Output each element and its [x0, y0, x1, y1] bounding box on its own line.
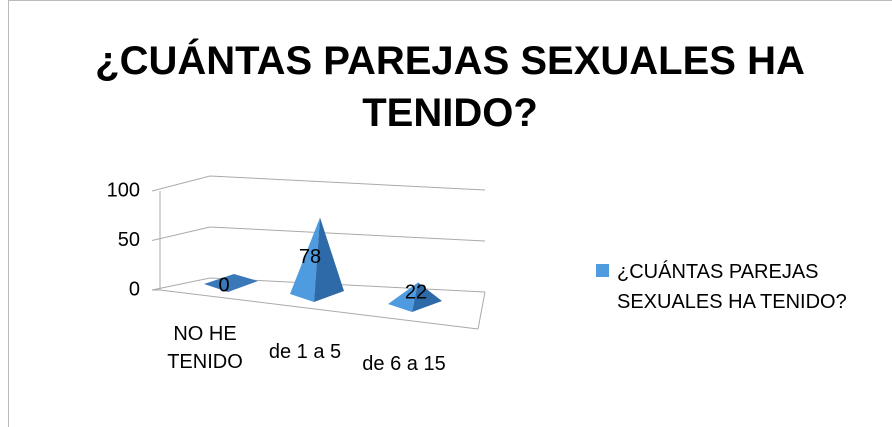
- floor-edge: [159, 289, 479, 330]
- grid-line: [151, 277, 486, 293]
- pyramid-face: [204, 274, 258, 292]
- y-tick-label: 0: [129, 278, 140, 300]
- y-tick-label: 100: [107, 179, 140, 201]
- pyramid: [388, 282, 442, 312]
- x-tick-label: NO HE TENIDO: [167, 323, 243, 373]
- pyramid-face: [290, 217, 320, 302]
- data-label: 0: [218, 274, 229, 296]
- pyramid-face: [314, 217, 344, 302]
- floor-edge: [477, 291, 486, 330]
- x-tick-label: de 1 a 5: [268, 341, 342, 363]
- data-label: 22: [405, 282, 427, 304]
- x-tick-label: de 6 a 15: [362, 353, 446, 375]
- grid-line: [151, 175, 486, 192]
- chart-title: ¿CUÁNTAS PAREJAS SEXUALES HA TENIDO?: [95, 39, 805, 135]
- pyramid-face: [388, 282, 418, 312]
- pyramid: [204, 274, 258, 292]
- legend-label: ¿CUÁNTAS PAREJAS SEXUALES HA TENIDO?: [617, 261, 847, 313]
- y-tick-label: 50: [118, 229, 140, 251]
- grid-line: [151, 226, 486, 242]
- data-label: 78: [299, 246, 321, 268]
- pyramid-face: [412, 282, 442, 312]
- chart-border: [8, 0, 892, 427]
- legend-swatch: [596, 264, 609, 277]
- pyramid: [290, 217, 344, 302]
